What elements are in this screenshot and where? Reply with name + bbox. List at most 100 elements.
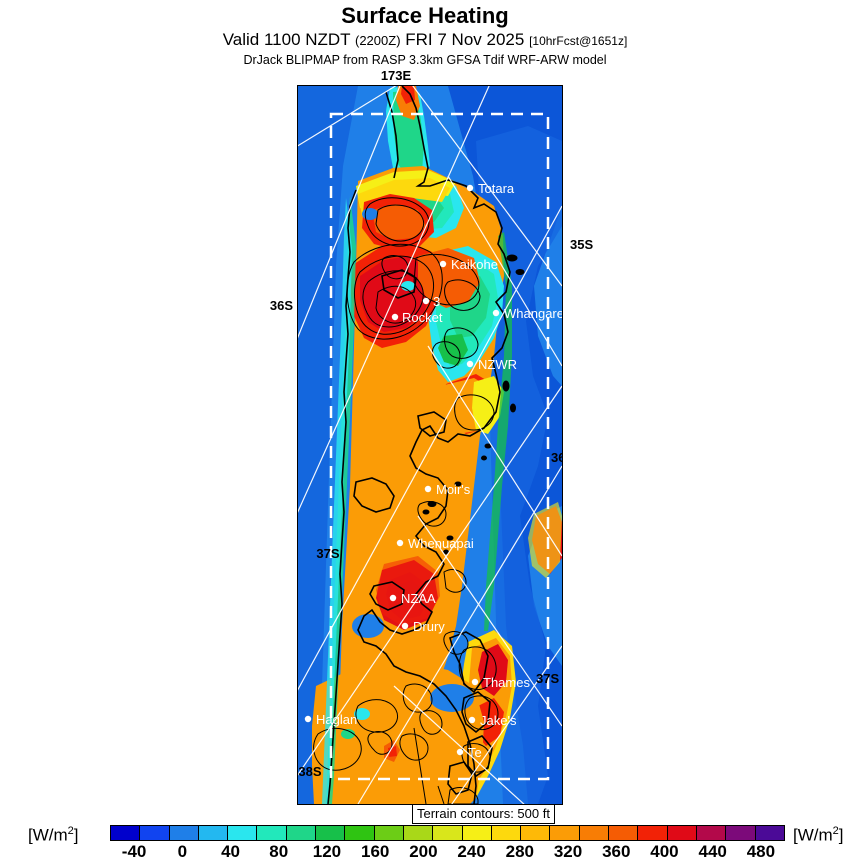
terrain-contours-note: Terrain contours: 500 ft [412, 804, 555, 824]
colorbar-swatch [491, 826, 522, 840]
colorbar-swatch [140, 826, 170, 840]
colorbar-tick-label: 40 [221, 842, 240, 861]
station-dot[interactable] [439, 260, 447, 268]
colorbar-tick-label: 240 [457, 842, 486, 861]
heat-region-barrier-island-y [528, 502, 562, 578]
station-label: Totara [478, 181, 515, 196]
forecast-tag: [10hrFcst@1651z] [529, 34, 628, 48]
station-dot[interactable] [466, 184, 474, 192]
colorbar-tick-label: 360 [602, 842, 631, 861]
grid-label: 37S [316, 546, 339, 561]
colorbar-swatch [257, 826, 287, 840]
heat-fringe-west-cyan [322, 198, 352, 804]
grid-label-layer: 173E35S36S36S37S37S38S [298, 450, 562, 779]
colorbar-tick-label: 120 [312, 842, 342, 861]
heat-fringe-east [484, 232, 512, 631]
colorbar-swatch [521, 826, 551, 840]
colorbar-swatch [286, 826, 317, 840]
colorbar-tick-label: -40 [121, 842, 147, 861]
station-label: Whenuapai [408, 536, 474, 551]
colorbar-tick-label: 200 [409, 842, 438, 861]
station-label: Whangarei [504, 306, 562, 321]
lake-feature [341, 729, 355, 739]
colorbar-tick-label: 160 [360, 842, 390, 861]
colorbar-ticks: -40 0 40 80 120 160 200 240 280 320 360 400 440 480 [0, 842, 850, 864]
station-dot[interactable] [389, 594, 397, 602]
station-label: Te [468, 745, 482, 760]
heat-region-orangered-1 [372, 204, 426, 240]
station-dot[interactable] [468, 716, 476, 724]
terrain-contours [313, 197, 499, 804]
station-label: Moir's [436, 482, 471, 497]
colorbar-unit-left: [W/m2] [28, 825, 79, 845]
colorbar-tick-label: 480 [746, 842, 776, 861]
station-dot[interactable] [424, 485, 432, 493]
colorbar-tick-label: 280 [505, 842, 534, 861]
station-label: 3 [433, 294, 440, 309]
graticule-lines [298, 86, 562, 804]
grid-label: 37S [536, 671, 559, 686]
station-label: NZWR [478, 357, 517, 372]
page-title: Surface Heating [341, 3, 509, 28]
valid-time-line: Valid 1100 NZDT (2200Z) FRI 7 Nov 2025 [… [0, 29, 850, 52]
colorbar-tick-label: 320 [553, 842, 583, 861]
colorbar-swatch [579, 826, 610, 840]
station-label: NZAA [401, 591, 436, 606]
station-dot[interactable] [492, 309, 500, 317]
colorbar-swatch [403, 826, 434, 840]
colorbar-swatch [316, 826, 346, 840]
station-dot[interactable] [471, 678, 479, 686]
station-dot[interactable] [396, 539, 404, 547]
colorbar-unit-right: [W/m2] [793, 825, 844, 845]
lake-feature [362, 208, 378, 220]
valid-time-prefix: Valid 1100 NZDT [222, 30, 351, 49]
station-dot[interactable] [401, 622, 409, 630]
heat-region-coromandel-red [478, 644, 508, 696]
forecast-map[interactable]: Totara Kaikohe 3 Rocket Whangarei NZWR Moir's W… [297, 85, 563, 805]
colorbar-swatch [462, 826, 492, 840]
station-dot[interactable] [391, 313, 399, 321]
colorbar-swatch [667, 826, 697, 840]
colorbar-swatch [696, 826, 727, 840]
lake-feature [352, 614, 384, 638]
colorbar-swatch [726, 826, 756, 840]
grid-label-outside: 173E [380, 68, 412, 83]
colorbar-tick-label: 440 [698, 842, 727, 861]
station-dot[interactable] [456, 748, 464, 756]
colorbar-tick-label: 80 [269, 842, 289, 861]
colorbar-swatch [755, 826, 784, 840]
station-dot[interactable] [466, 360, 474, 368]
lake-feature [430, 684, 474, 712]
colorbar-swatch [609, 826, 639, 840]
station-dot[interactable] [422, 297, 430, 305]
station-label: Jake's [480, 713, 517, 728]
domain-box [329, 112, 550, 781]
colorbar: [W/m2] -40 0 40 80 120 160 200 240 280 320 360 400 4… [0, 820, 850, 861]
colorbar-unit-right-exponent: 2 [832, 825, 839, 837]
grid-label-outside: 35S [570, 237, 594, 252]
colorbar-swatch [198, 826, 229, 840]
station-dot[interactable] [304, 715, 312, 723]
station-label: Drury [413, 619, 445, 634]
valid-time-zulu: (2200Z) [355, 33, 401, 48]
coastline [327, 86, 511, 804]
station-label: Kaikohe [451, 257, 498, 272]
heat-region-fringe-east [472, 376, 504, 434]
colorbar-swatch [433, 826, 463, 840]
grid-label-outside: 36S [269, 298, 293, 313]
station-label: Thames [483, 675, 530, 690]
model-description: DrJack BLIPMAP from RASP 3.3km GFSA Tdif… [243, 53, 607, 67]
station-label: Haglan [316, 712, 357, 727]
heat-region-waikato-red-dot2 [388, 746, 397, 757]
colorbar-unit-left-exponent: 2 [67, 825, 74, 837]
colorbar-swatch [374, 826, 404, 840]
lake-feature [354, 708, 370, 720]
colorbar-swatch [228, 826, 258, 840]
colorbar-swatch [638, 826, 668, 840]
header: Surface Heating Valid 1100 NZDT (2200Z) … [0, 0, 850, 68]
colorbar-tick-label: 400 [650, 842, 679, 861]
colorbar-swatch [111, 826, 141, 840]
colorbar-swatch [345, 826, 375, 840]
